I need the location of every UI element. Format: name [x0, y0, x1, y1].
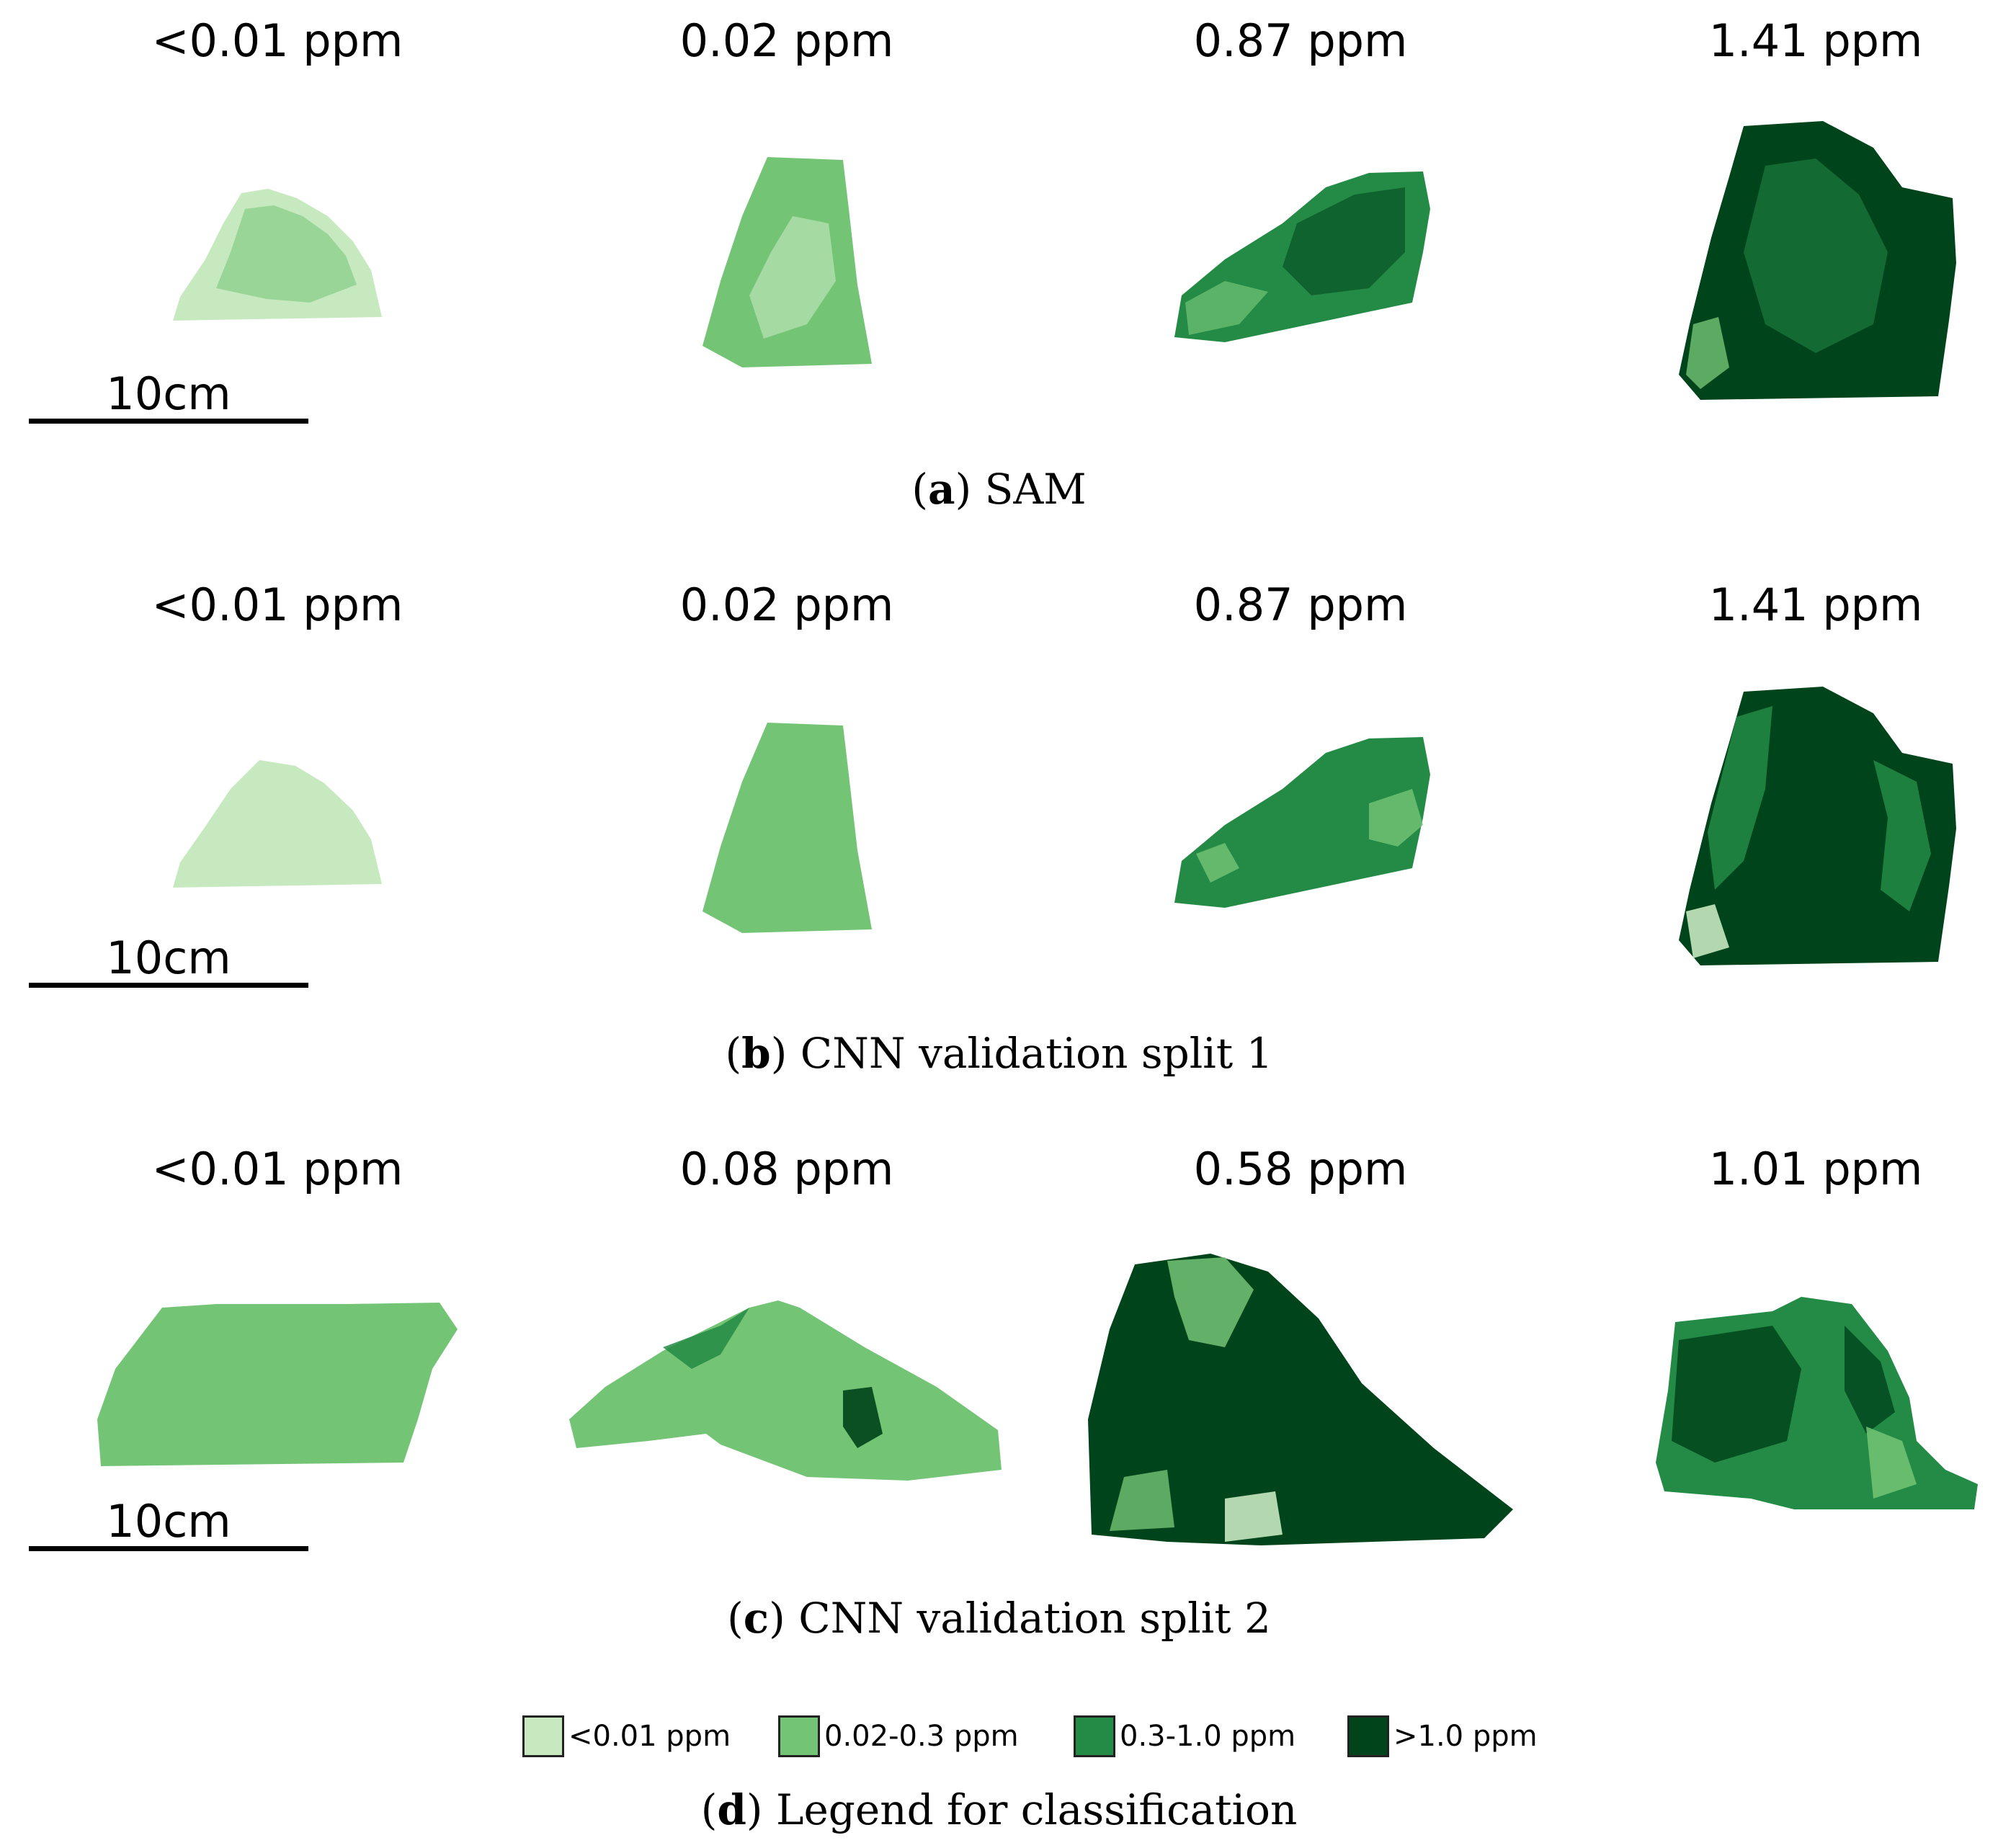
legend-label: 0.3-1.0 ppm [1120, 1720, 1296, 1753]
classification-map-sample-1 [97, 1303, 458, 1466]
legend-swatch [522, 1715, 564, 1757]
legend-swatch [1074, 1715, 1115, 1757]
classification-map-sample-4 [1679, 687, 1956, 965]
caption-text: CNN validation split 2 [798, 1594, 1271, 1643]
caption-text: Legend for classification [775, 1785, 1298, 1834]
scale-bar-label: 10cm [106, 932, 231, 984]
caption-text: SAM [984, 465, 1087, 514]
scale-bar [29, 983, 308, 988]
panel-caption: (a) SAM [911, 465, 1087, 514]
sample-label: <0.01 ppm [151, 1143, 403, 1195]
sample-label: 0.87 ppm [1193, 579, 1408, 631]
sample-images-row-a [173, 121, 1956, 400]
legend-label: >1.0 ppm [1393, 1720, 1538, 1753]
sample-label: 0.08 ppm [679, 1143, 894, 1195]
sample-label: 0.02 ppm [679, 579, 894, 631]
scale-bar-label: 10cm [106, 1495, 231, 1548]
legend-swatch [1347, 1715, 1389, 1757]
panel-caption: (c) CNN validation split 2 [727, 1594, 1271, 1643]
legend-item: <0.01 ppm [522, 1713, 731, 1759]
classification-map-sample-3 [1088, 1254, 1513, 1545]
legend-item: 0.02-0.3 ppm [778, 1713, 1019, 1759]
caption-letter: d [717, 1785, 746, 1834]
sample-label: <0.01 ppm [151, 14, 403, 67]
caption-text: CNN validation split 1 [800, 1029, 1273, 1078]
sample-label: 1.41 ppm [1708, 14, 1923, 67]
legend-item: >1.0 ppm [1347, 1713, 1538, 1759]
sample-images-row-b [173, 687, 1956, 965]
classification-map-sample-4 [1656, 1297, 1978, 1509]
legend-swatch [778, 1715, 820, 1757]
legend-item: 0.3-1.0 ppm [1074, 1713, 1295, 1759]
scale-bar-label: 10cm [106, 367, 231, 420]
sample-label: 1.01 ppm [1708, 1143, 1923, 1195]
sample-label: <0.01 ppm [151, 579, 403, 631]
scale-bar [29, 419, 308, 424]
legend-label: <0.01 ppm [568, 1720, 731, 1753]
sample-label: 0.02 ppm [679, 14, 894, 67]
classification-map-sample-2 [569, 1300, 1002, 1481]
classification-map-sample-1 [173, 760, 382, 888]
classification-map-sample-4 [1679, 121, 1956, 400]
sample-label: 0.58 ppm [1193, 1143, 1408, 1195]
sample-label: 0.87 ppm [1193, 14, 1408, 67]
classification-map-sample-2 [703, 157, 872, 367]
sample-images-row-c [97, 1254, 1978, 1545]
scale-bar [29, 1546, 308, 1551]
legend-caption: (d) Legend for classification [700, 1785, 1298, 1834]
caption-letter: b [741, 1029, 771, 1078]
legend-label: 0.02-0.3 ppm [824, 1720, 1019, 1753]
classification-map-sample-3 [1174, 171, 1430, 342]
panel-caption: (b) CNN validation split 1 [725, 1029, 1273, 1078]
classification-map-sample-1 [173, 189, 382, 321]
classification-map-sample-3 [1174, 737, 1430, 908]
sample-label: 1.41 ppm [1708, 579, 1923, 631]
caption-letter: c [743, 1594, 770, 1643]
caption-letter: a [927, 465, 955, 514]
classification-legend: <0.01 ppm 0.02-0.3 ppm 0.3-1.0 ppm >1.0 … [0, 1713, 1998, 1759]
classification-map-sample-2 [703, 723, 872, 933]
